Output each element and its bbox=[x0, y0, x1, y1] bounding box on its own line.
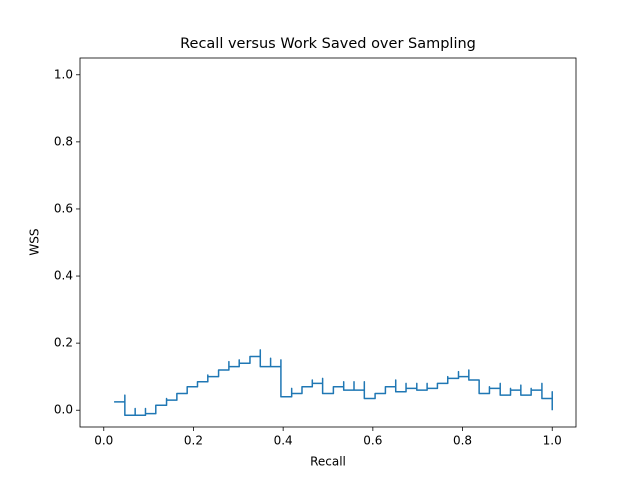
y-tick-label: 1.0 bbox=[54, 67, 73, 81]
x-tick-label: 0.6 bbox=[363, 434, 382, 448]
x-tick-label: 0.8 bbox=[453, 434, 472, 448]
y-tick-label: 0.6 bbox=[54, 201, 73, 215]
x-tick-label: 0.2 bbox=[184, 434, 203, 448]
x-tick-label: 1.0 bbox=[543, 434, 562, 448]
x-tick-label: 0.4 bbox=[274, 434, 293, 448]
y-tick-label: 0.2 bbox=[54, 336, 73, 350]
data-line bbox=[114, 349, 553, 417]
y-tick-label: 0.8 bbox=[54, 134, 73, 148]
y-axis-label: WSS bbox=[28, 228, 42, 255]
chart-title: Recall versus Work Saved over Sampling bbox=[180, 36, 476, 52]
axes-frame bbox=[79, 57, 577, 428]
y-tick-label: 0.4 bbox=[54, 269, 73, 283]
x-tick-label: 0.0 bbox=[94, 434, 113, 448]
y-tick-label: 0.0 bbox=[54, 403, 73, 417]
x-axis-label: Recall bbox=[310, 455, 346, 469]
